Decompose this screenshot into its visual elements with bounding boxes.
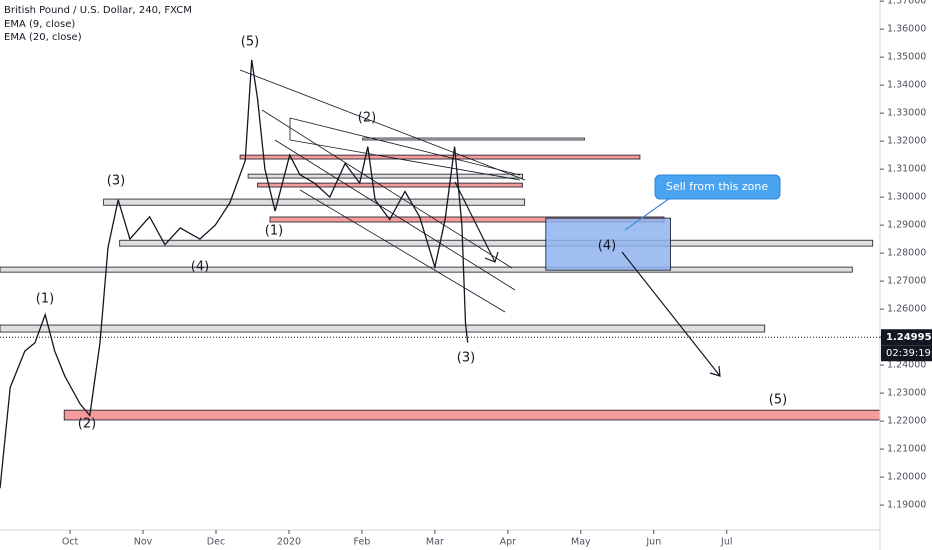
zone	[362, 137, 585, 141]
y-tick-label: 1.29000	[887, 220, 926, 231]
y-tick-label: 1.21000	[887, 444, 926, 455]
wave-label: (4)	[598, 239, 616, 254]
x-tick-label: Jun	[645, 537, 661, 548]
wave-label: (2)	[78, 417, 96, 432]
y-tick-label: 1.28000	[887, 248, 926, 259]
zone	[63, 409, 881, 421]
x-tick-label: Mar	[426, 537, 444, 548]
countdown-badge	[881, 345, 932, 362]
price-line	[0, 59, 469, 489]
y-tick-label: 1.24000	[887, 360, 926, 371]
zone	[257, 182, 523, 188]
countdown-label: 02:39:19	[886, 348, 931, 359]
wave-label: (1)	[265, 224, 283, 239]
zone	[119, 239, 874, 247]
wave-label: (4)	[191, 260, 209, 275]
x-tick-label: Nov	[134, 537, 153, 548]
x-tick-label: Feb	[354, 537, 371, 548]
y-tick-label: 1.27000	[887, 276, 926, 287]
x-tick-label: Oct	[62, 537, 79, 548]
y-tick-label: 1.32000	[887, 136, 926, 147]
wave-label: (3)	[107, 174, 125, 189]
arrows	[454, 181, 721, 377]
wave-label: (5)	[241, 35, 259, 50]
x-tick-label: May	[571, 537, 591, 548]
last-price-badge	[881, 329, 932, 346]
y-tick-label: 1.26000	[887, 304, 926, 315]
x-tick-label: Jul	[720, 537, 732, 548]
chart-title: British Pound / U.S. Dollar, 240, FXCM	[4, 5, 192, 16]
indicator-label: EMA (9, close)	[4, 19, 75, 30]
zone	[0, 266, 853, 273]
indicator-label: EMA (20, close)	[4, 32, 82, 43]
x-tick-label: Apr	[500, 537, 517, 548]
wave-label: (1)	[36, 292, 54, 307]
wave-label: (3)	[457, 351, 475, 366]
y-tick-label: 1.36000	[887, 24, 926, 35]
zone	[0, 324, 766, 333]
zone	[103, 198, 526, 206]
x-tick-label: 2020	[277, 537, 301, 548]
zone	[247, 173, 523, 179]
y-tick-label: 1.34000	[887, 80, 926, 91]
wave-label: (5)	[769, 393, 787, 408]
callout-text: Sell from this zone	[666, 180, 768, 193]
y-tick-label: 1.35000	[887, 52, 926, 63]
y-tick-label: 1.33000	[887, 108, 926, 119]
x-tick-label: Dec	[207, 537, 225, 548]
y-tick-label: 1.23000	[887, 388, 926, 399]
y-tick-label: 1.30000	[887, 192, 926, 203]
y-tick-label: 1.31000	[887, 164, 926, 175]
y-tick-label: 1.19000	[887, 500, 926, 511]
callout-box	[654, 174, 781, 200]
y-tick-label: 1.37000	[887, 0, 926, 7]
trend-lines	[239, 69, 526, 313]
y-tick-label: 1.22000	[887, 416, 926, 427]
last-price-label: 1.24995	[886, 332, 932, 343]
wave-label: (2)	[358, 111, 376, 126]
zone	[545, 217, 671, 271]
y-tick-label: 1.20000	[887, 472, 926, 483]
